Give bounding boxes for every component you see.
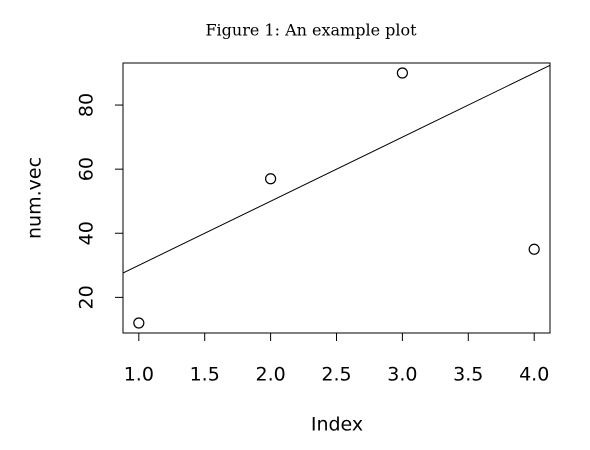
x-tick-label: 1.5	[190, 364, 220, 386]
x-tick-label: 3.5	[453, 364, 483, 386]
y-tick-label: 80	[76, 93, 98, 117]
point	[133, 317, 145, 329]
x-tick-label: 2.5	[321, 364, 351, 386]
x-tick-label: 1.0	[124, 364, 154, 386]
y-axis-label: num.vec	[24, 157, 46, 239]
x-axis-label: Index	[311, 414, 363, 436]
point	[265, 173, 277, 185]
point	[396, 67, 408, 79]
x-tick-label: 2.0	[255, 364, 285, 386]
fit-line	[123, 64, 550, 274]
plot-box	[122, 62, 551, 334]
point	[528, 243, 540, 255]
y-tick-label: 20	[76, 285, 98, 309]
y-tick-label: 60	[76, 157, 98, 181]
y-tick-label: 40	[76, 221, 98, 245]
x-tick-label: 4.0	[519, 364, 549, 386]
chart-title: Figure 1: An example plot	[205, 21, 417, 40]
x-tick-label: 3.0	[387, 364, 417, 386]
